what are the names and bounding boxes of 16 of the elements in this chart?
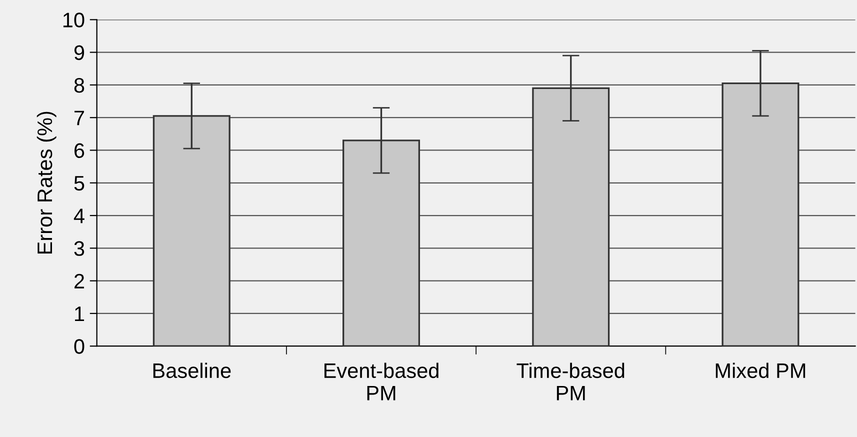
y-tick-label: 1 — [75, 306, 84, 322]
y-tick-label: 7 — [74, 110, 84, 126]
y-tick-label: 2 — [74, 274, 84, 288]
y-tick-label: 0 — [74, 339, 84, 354]
y-tick-label: 4 — [74, 208, 84, 224]
y-tick-label: 10 — [63, 12, 84, 28]
x-tick-label: Mixed PM — [716, 362, 806, 378]
x-tick-label: Event-based PM — [324, 362, 438, 400]
x-tick-label: Time-based PM — [516, 362, 624, 400]
y-tick-label: 5 — [74, 176, 84, 191]
x-tick-label: Baseline — [153, 362, 231, 378]
y-axis-title: Error Rates (%) — [36, 112, 56, 254]
y-tick-label: 3 — [74, 241, 84, 256]
y-tick-label: 8 — [74, 78, 84, 93]
y-tick-label: 9 — [74, 45, 84, 60]
y-tick-label: 6 — [74, 143, 84, 158]
